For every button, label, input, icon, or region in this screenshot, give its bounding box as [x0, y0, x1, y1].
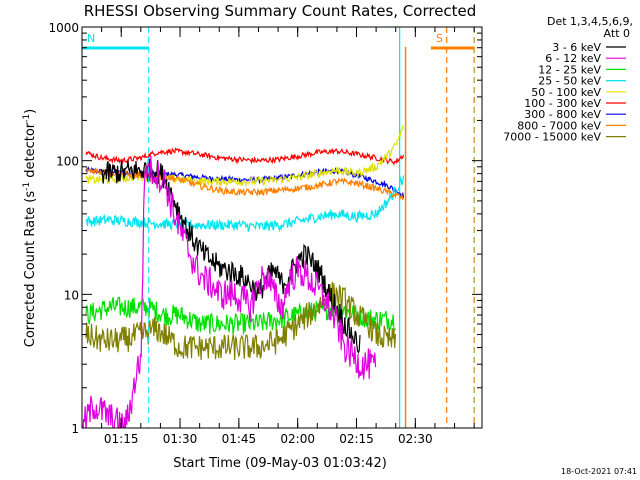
legend-entry: 7000 - 15000 keV — [503, 131, 601, 144]
legend-entry: 50 - 100 keV — [531, 86, 601, 99]
y-tick-label: 1 — [71, 422, 79, 436]
y-axis-ticks: 1 10 100 1000 — [48, 21, 482, 436]
flag-label: S — [436, 32, 443, 45]
x-tick-label: 01:45 — [222, 432, 257, 446]
flag-label: N — [87, 32, 95, 45]
x-tick-label: 01:30 — [163, 432, 198, 446]
legend-entry: 25 - 50 keV — [538, 75, 601, 88]
legend-header-line2: Att 0 — [604, 27, 630, 40]
legend-entry: 300 - 800 keV — [524, 108, 601, 121]
series-line-8 — [85, 281, 397, 361]
x-axis-ticks: 01:15 01:30 01:45 02:00 02:15 02:30 — [81, 27, 475, 446]
legend-header-line1: Det 1,3,4,5,6,9, — [547, 15, 633, 28]
series-line-1 — [82, 155, 377, 428]
x-tick-label: 02:30 — [398, 432, 433, 446]
x-tick-label: 02:15 — [339, 432, 374, 446]
y-tick-label: 100 — [56, 155, 79, 169]
series-line-4 — [85, 124, 405, 188]
x-tick-label: 02:00 — [280, 432, 315, 446]
series-line-3 — [85, 175, 405, 233]
legend-entry: 100 - 300 keV — [524, 97, 601, 110]
chart-title: RHESSI Observing Summary Count Rates, Co… — [84, 2, 477, 20]
legend-entry: 12 - 25 keV — [538, 63, 601, 76]
series-line-7 — [85, 166, 405, 201]
y-tick-label: 10 — [64, 288, 79, 302]
timestamp: 18-Oct-2021 07:41 — [561, 467, 637, 476]
legend-entry: 800 - 7000 keV — [517, 119, 601, 132]
y-tick-label: 1000 — [48, 21, 79, 35]
x-axis-label: Start Time (09-May-03 01:03:42) — [173, 456, 387, 471]
series-layer — [82, 124, 405, 428]
series-line-2 — [85, 296, 396, 335]
series-line-5 — [85, 147, 405, 166]
series-line-0 — [101, 158, 361, 354]
y-axis-label: Corrected Count Rate (s-1 detector-1) — [22, 109, 38, 347]
legend-entry: 6 - 12 keV — [545, 52, 601, 65]
x-tick-label: 01:15 — [104, 432, 139, 446]
legend-entry: 3 - 6 keV — [552, 41, 601, 54]
plot-frame — [81, 26, 483, 429]
